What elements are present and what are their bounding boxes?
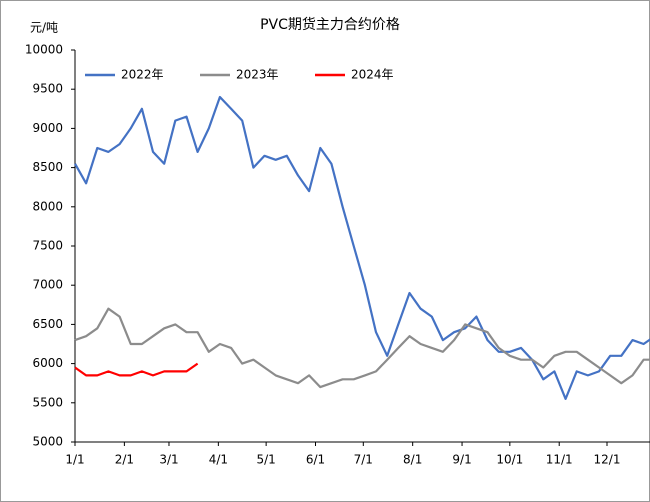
x-tick-label: 5/1 [256, 453, 275, 467]
y-tick-label: 6000 [32, 356, 63, 370]
y-tick-label: 7000 [32, 278, 63, 292]
x-tick-label: 2/1 [115, 453, 134, 467]
x-tick-label: 4/1 [209, 453, 228, 467]
x-tick-label: 1/1 [65, 453, 84, 467]
y-tick-label: 5000 [32, 435, 63, 449]
series-line [74, 362, 199, 377]
chart-title: PVC期货主力合约价格 [260, 16, 400, 33]
y-tick-label: 8500 [32, 160, 63, 174]
legend-label: 2022年 [121, 68, 164, 82]
x-tick-label: 7/1 [354, 453, 373, 467]
legend-label: 2024年 [351, 68, 394, 82]
y-tick-label: 7500 [32, 239, 63, 253]
x-tick-label: 11/1 [546, 453, 573, 467]
y-axis-label: 元/吨 [30, 21, 58, 35]
y-tick-label: 9000 [32, 121, 63, 135]
x-tick-label: 6/1 [306, 453, 325, 467]
series-line [74, 95, 650, 400]
y-tick-label: 8000 [32, 199, 63, 213]
y-tick-label: 9500 [32, 82, 63, 96]
x-tick-label: 8/1 [403, 453, 422, 467]
series-line [74, 307, 650, 389]
y-tick-label: 10000 [25, 43, 63, 57]
x-tick-label: 3/1 [159, 453, 178, 467]
x-tick-label: 10/1 [496, 453, 523, 467]
y-tick-label: 6500 [32, 317, 63, 331]
x-tick-label: 9/1 [452, 453, 471, 467]
x-tick-label: 12/1 [594, 453, 621, 467]
legend-label: 2023年 [236, 68, 279, 82]
y-tick-label: 5500 [32, 395, 63, 409]
